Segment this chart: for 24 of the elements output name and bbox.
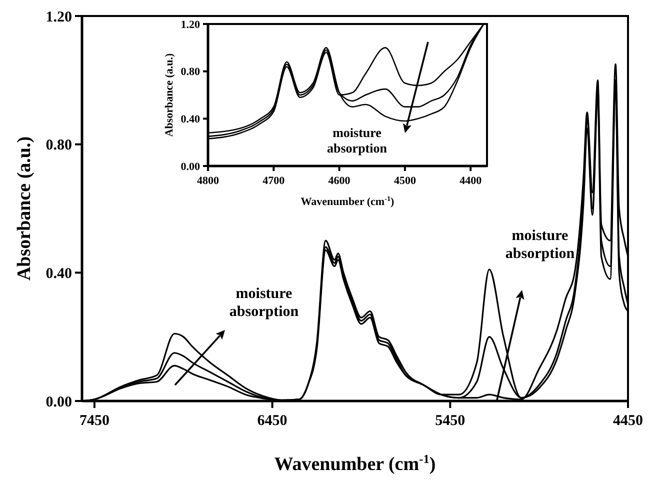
y-tick-label: 0.80 <box>180 66 200 78</box>
annotation: moisture absorption <box>327 125 388 156</box>
y-axis-title: Absorbance (a.u.) <box>163 52 176 137</box>
x-tick-label: 4800 <box>197 175 220 187</box>
annotation: moisture absorption <box>505 228 576 262</box>
x-tick-label: 5450 <box>435 413 466 429</box>
x-axis-title: Wavenumber (cm$^{-1}$) <box>274 452 436 475</box>
y-tick-label: 0.80 <box>46 138 72 154</box>
y-tick-label: 0.00 <box>46 394 72 410</box>
y-tick-label: 0.40 <box>180 114 200 126</box>
x-tick-label: 4500 <box>394 175 416 187</box>
x-tick-label: 7450 <box>79 413 110 429</box>
annotation: moisture absorption <box>229 286 300 320</box>
y-axis-title: Absorbance (a.u.) <box>14 136 35 281</box>
x-tick-label: 4700 <box>262 175 286 187</box>
x-tick-label: 4600 <box>328 175 351 187</box>
x-axis-title: Wavenumber (cm$^{-1}$) <box>300 195 395 208</box>
x-tick-label: 4450 <box>613 413 643 429</box>
y-tick-label: 1.20 <box>180 18 200 31</box>
x-tick-label: 6450 <box>257 413 288 429</box>
y-tick-label: 0.40 <box>46 266 72 282</box>
x-tick-label: 4400 <box>460 175 482 187</box>
y-tick-label: 1.20 <box>46 9 72 26</box>
y-tick-label: 0.00 <box>180 160 200 173</box>
